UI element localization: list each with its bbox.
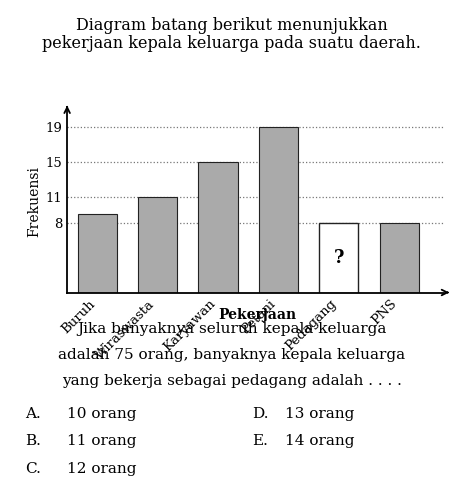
Bar: [138, 197, 177, 292]
Text: C.: C.: [25, 462, 41, 475]
Bar: [259, 128, 298, 292]
Text: E.: E.: [252, 434, 268, 448]
Text: yang bekerja sebagai pedagang adalah . . . .: yang bekerja sebagai pedagang adalah . .…: [62, 374, 401, 388]
Text: 10 orang: 10 orang: [67, 407, 137, 421]
Text: 13 orang: 13 orang: [285, 407, 354, 421]
Text: 14 orang: 14 orang: [285, 434, 354, 448]
Bar: [199, 162, 238, 292]
Text: Diagram batang berikut menunjukkan: Diagram batang berikut menunjukkan: [75, 17, 388, 34]
Text: adalah 75 orang, banyaknya kepala keluarga: adalah 75 orang, banyaknya kepala keluar…: [58, 348, 405, 362]
Text: A.: A.: [25, 407, 41, 421]
Text: pekerjaan kepala keluarga pada suatu daerah.: pekerjaan kepala keluarga pada suatu dae…: [42, 35, 421, 52]
Bar: [380, 223, 419, 292]
Text: Jika banyaknya seluruh kepala keluarga: Jika banyaknya seluruh kepala keluarga: [77, 322, 386, 336]
Text: 12 orang: 12 orang: [67, 462, 137, 475]
Text: Pekerjaan: Pekerjaan: [218, 308, 296, 322]
Bar: [78, 214, 117, 292]
Bar: [319, 223, 358, 292]
Text: 11 orang: 11 orang: [67, 434, 137, 448]
Text: ?: ?: [334, 248, 344, 266]
Y-axis label: Frekuensi: Frekuensi: [27, 166, 41, 237]
Text: B.: B.: [25, 434, 41, 448]
Text: D.: D.: [252, 407, 269, 421]
